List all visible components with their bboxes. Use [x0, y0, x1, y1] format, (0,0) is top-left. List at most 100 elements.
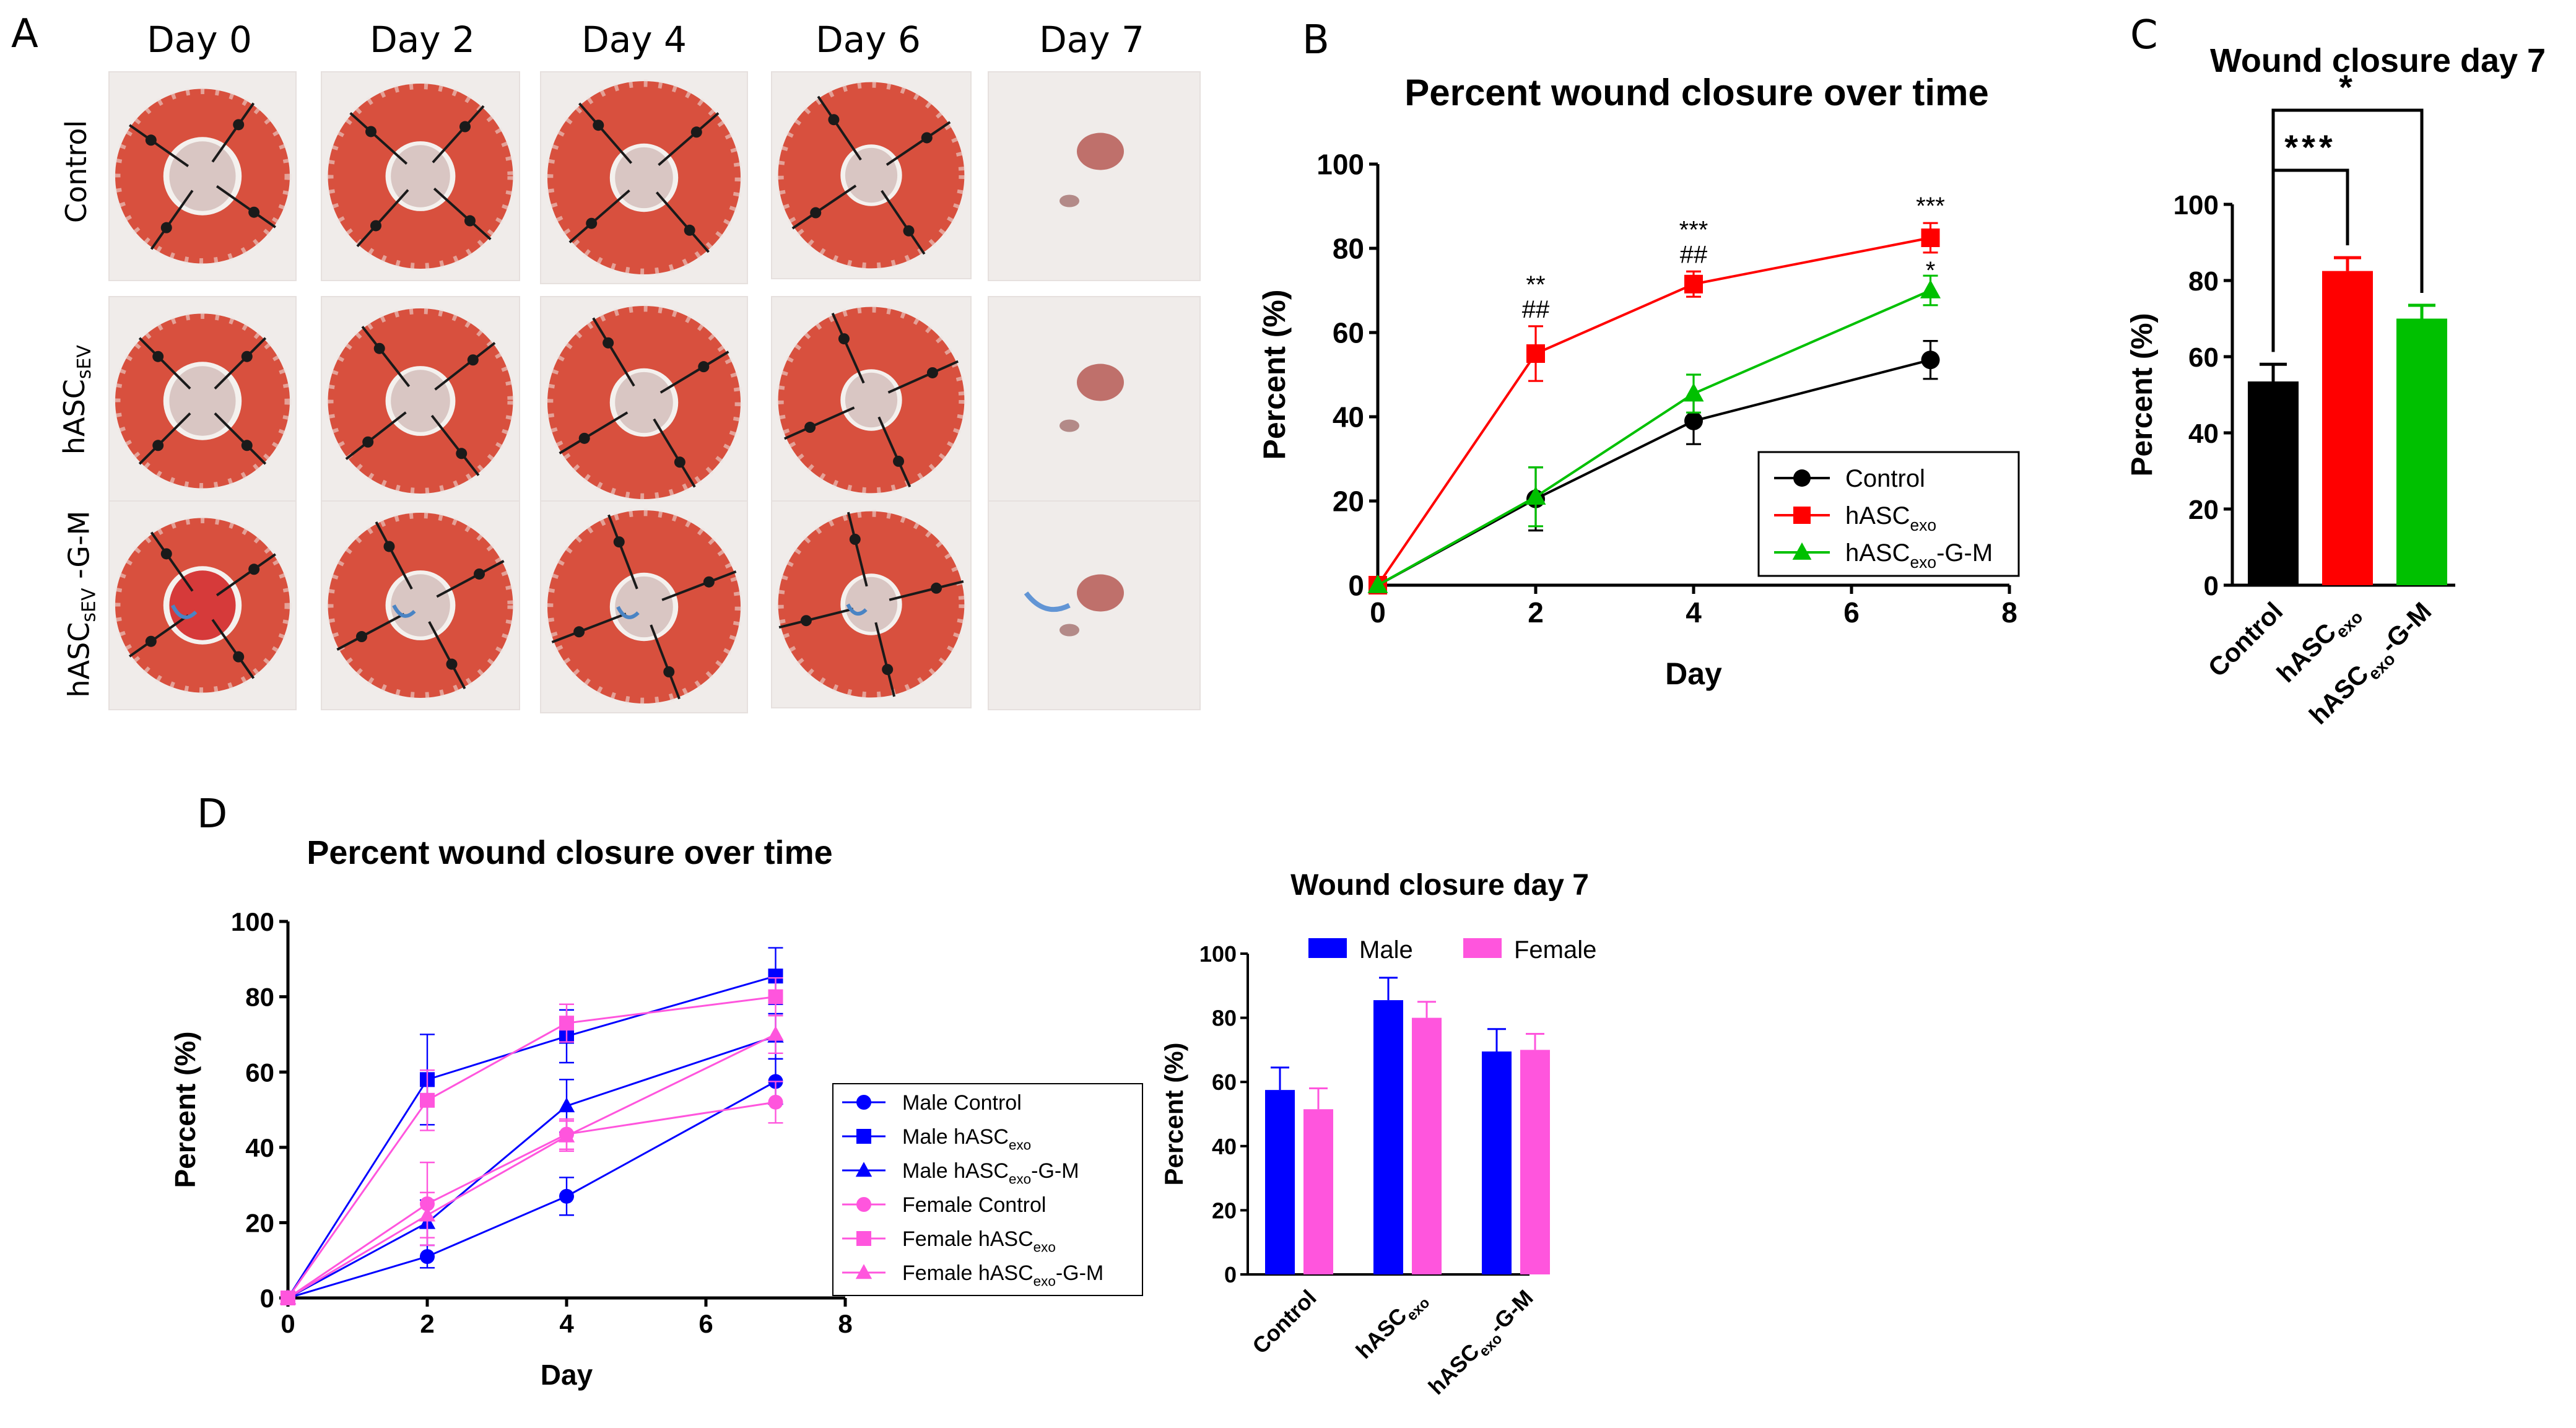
data-point: [1921, 229, 1940, 247]
y-tick-label: 0: [1348, 570, 1364, 602]
x-tick-label: 6: [1843, 596, 1860, 629]
suture-knot: [690, 126, 702, 138]
legend-marker: [856, 1231, 871, 1246]
suture-line: [607, 514, 638, 590]
legend-label: Male Control: [902, 1091, 1022, 1115]
wound-photo-drawing: [1060, 364, 1124, 432]
splint-residue: [326, 307, 515, 495]
legend-label: Male: [1359, 936, 1413, 964]
suture-knot: [373, 342, 385, 354]
suture-line: [150, 531, 194, 592]
data-point: [559, 1016, 574, 1031]
plot-area: 0 20 40 60 80 100 0 2 4 6 8 Day Percent (%): [169, 907, 853, 1391]
label-base: hASC: [1351, 1303, 1411, 1364]
suture-knot: [921, 132, 933, 144]
scab-fragment: [1060, 419, 1079, 432]
bar: [2396, 318, 2447, 585]
y-axis-label: Percent (%): [1164, 1042, 1188, 1185]
suture-line: [434, 342, 496, 391]
suture-knot: [593, 120, 604, 131]
suture-line: [375, 521, 413, 590]
y-tick-label: 60: [1333, 317, 1364, 349]
data-point: [558, 1097, 575, 1113]
day-header: Day 0: [147, 19, 252, 61]
label-base: hASC: [1845, 539, 1910, 567]
suture-knot: [903, 225, 915, 237]
suture-line: [659, 350, 729, 394]
suture-line: [886, 121, 951, 166]
legend-label: Control: [1845, 465, 1925, 492]
x-tick-label: 0: [1370, 596, 1386, 629]
wound-photo-drawing: [545, 508, 743, 706]
y-tick-label: 80: [245, 983, 274, 1012]
healed-wound-scab: [1077, 574, 1124, 612]
data-point: [1526, 344, 1545, 363]
label-base: hASC: [2271, 617, 2342, 688]
suture-knot: [838, 333, 850, 345]
suture-line: [138, 412, 191, 465]
suture-line: [877, 416, 912, 487]
suture-knot: [464, 215, 476, 227]
significance-annotation: ##: [1680, 241, 1708, 268]
significance-annotation: **: [1526, 271, 1545, 298]
suture-line: [214, 337, 267, 390]
y-axis-label: Percent (%): [1257, 289, 1292, 459]
splint-residue: [545, 303, 743, 502]
suture-knot: [362, 436, 374, 448]
wound-photo: [108, 500, 297, 710]
panel-letter-d: D: [197, 791, 228, 837]
legend-marker: [1792, 542, 1812, 560]
legend-label: Male hASCexo-G-M: [902, 1159, 1079, 1187]
suture-knot: [613, 536, 625, 548]
suture-knot: [152, 350, 164, 362]
healed-wound-scab: [1077, 133, 1124, 170]
significance-bracket: [2271, 108, 2424, 352]
suture-knot: [160, 548, 172, 560]
wound-photo: [321, 296, 520, 506]
label-base: Male hASC: [902, 1159, 1009, 1183]
suture-line: [661, 570, 737, 601]
wound-photo-drawing: [326, 511, 515, 700]
suture-line: [129, 614, 189, 658]
data-point: [558, 1127, 575, 1143]
wound-photo-drawing: [326, 307, 515, 495]
suture-knot: [467, 354, 479, 366]
suture-line: [432, 105, 485, 163]
y-tick-label: 80: [1212, 1006, 1237, 1031]
chart-title: Percent wound closure over time: [1404, 72, 1989, 113]
y-tick-label: 100: [1199, 941, 1237, 967]
data-point: [1921, 350, 1940, 370]
wound-bed: [845, 147, 898, 203]
series-line: [287, 1081, 777, 1299]
chart-d-bar-by-sex: Wound closure day 7 Male Female 0 20 40 60 80 10…: [1164, 869, 1596, 1400]
x-axis-label: Day: [541, 1359, 593, 1391]
suture-knot: [474, 568, 485, 580]
suture-line: [215, 185, 276, 229]
wound-photo: [108, 71, 297, 281]
suture-line: [433, 188, 492, 240]
legend-marker: [1793, 507, 1811, 524]
suture-knot: [810, 207, 822, 219]
suture-line: [428, 620, 466, 690]
y-tick-label: 100: [231, 907, 274, 936]
significance-label: ***: [2284, 128, 2336, 167]
splint-residue: [776, 80, 967, 271]
splint-residue: [545, 508, 743, 706]
legend-label: Female Control: [902, 1193, 1046, 1217]
x-category-label: hASCexo: [1351, 1285, 1433, 1367]
wound-photo-drawing: [326, 82, 515, 271]
suture-line: [881, 189, 926, 255]
suture-knot: [233, 651, 245, 663]
legend-box: [832, 1083, 1143, 1296]
suture-line: [138, 337, 191, 390]
suture-line: [345, 411, 407, 460]
y-tick-label: 60: [2188, 342, 2219, 373]
bar: [1373, 1000, 1403, 1274]
chart-b-wound-closure-line: 0 20 40 60 80 100 0 2 4 6 8 Day Percent (%) Percent w…: [1257, 72, 2020, 691]
data-point: [1525, 485, 1546, 505]
suture-knot: [145, 134, 157, 146]
series-line: [287, 1034, 777, 1299]
y-tick-label: 20: [1333, 485, 1364, 518]
suture-line: [817, 95, 862, 161]
suture-knot: [828, 114, 840, 126]
